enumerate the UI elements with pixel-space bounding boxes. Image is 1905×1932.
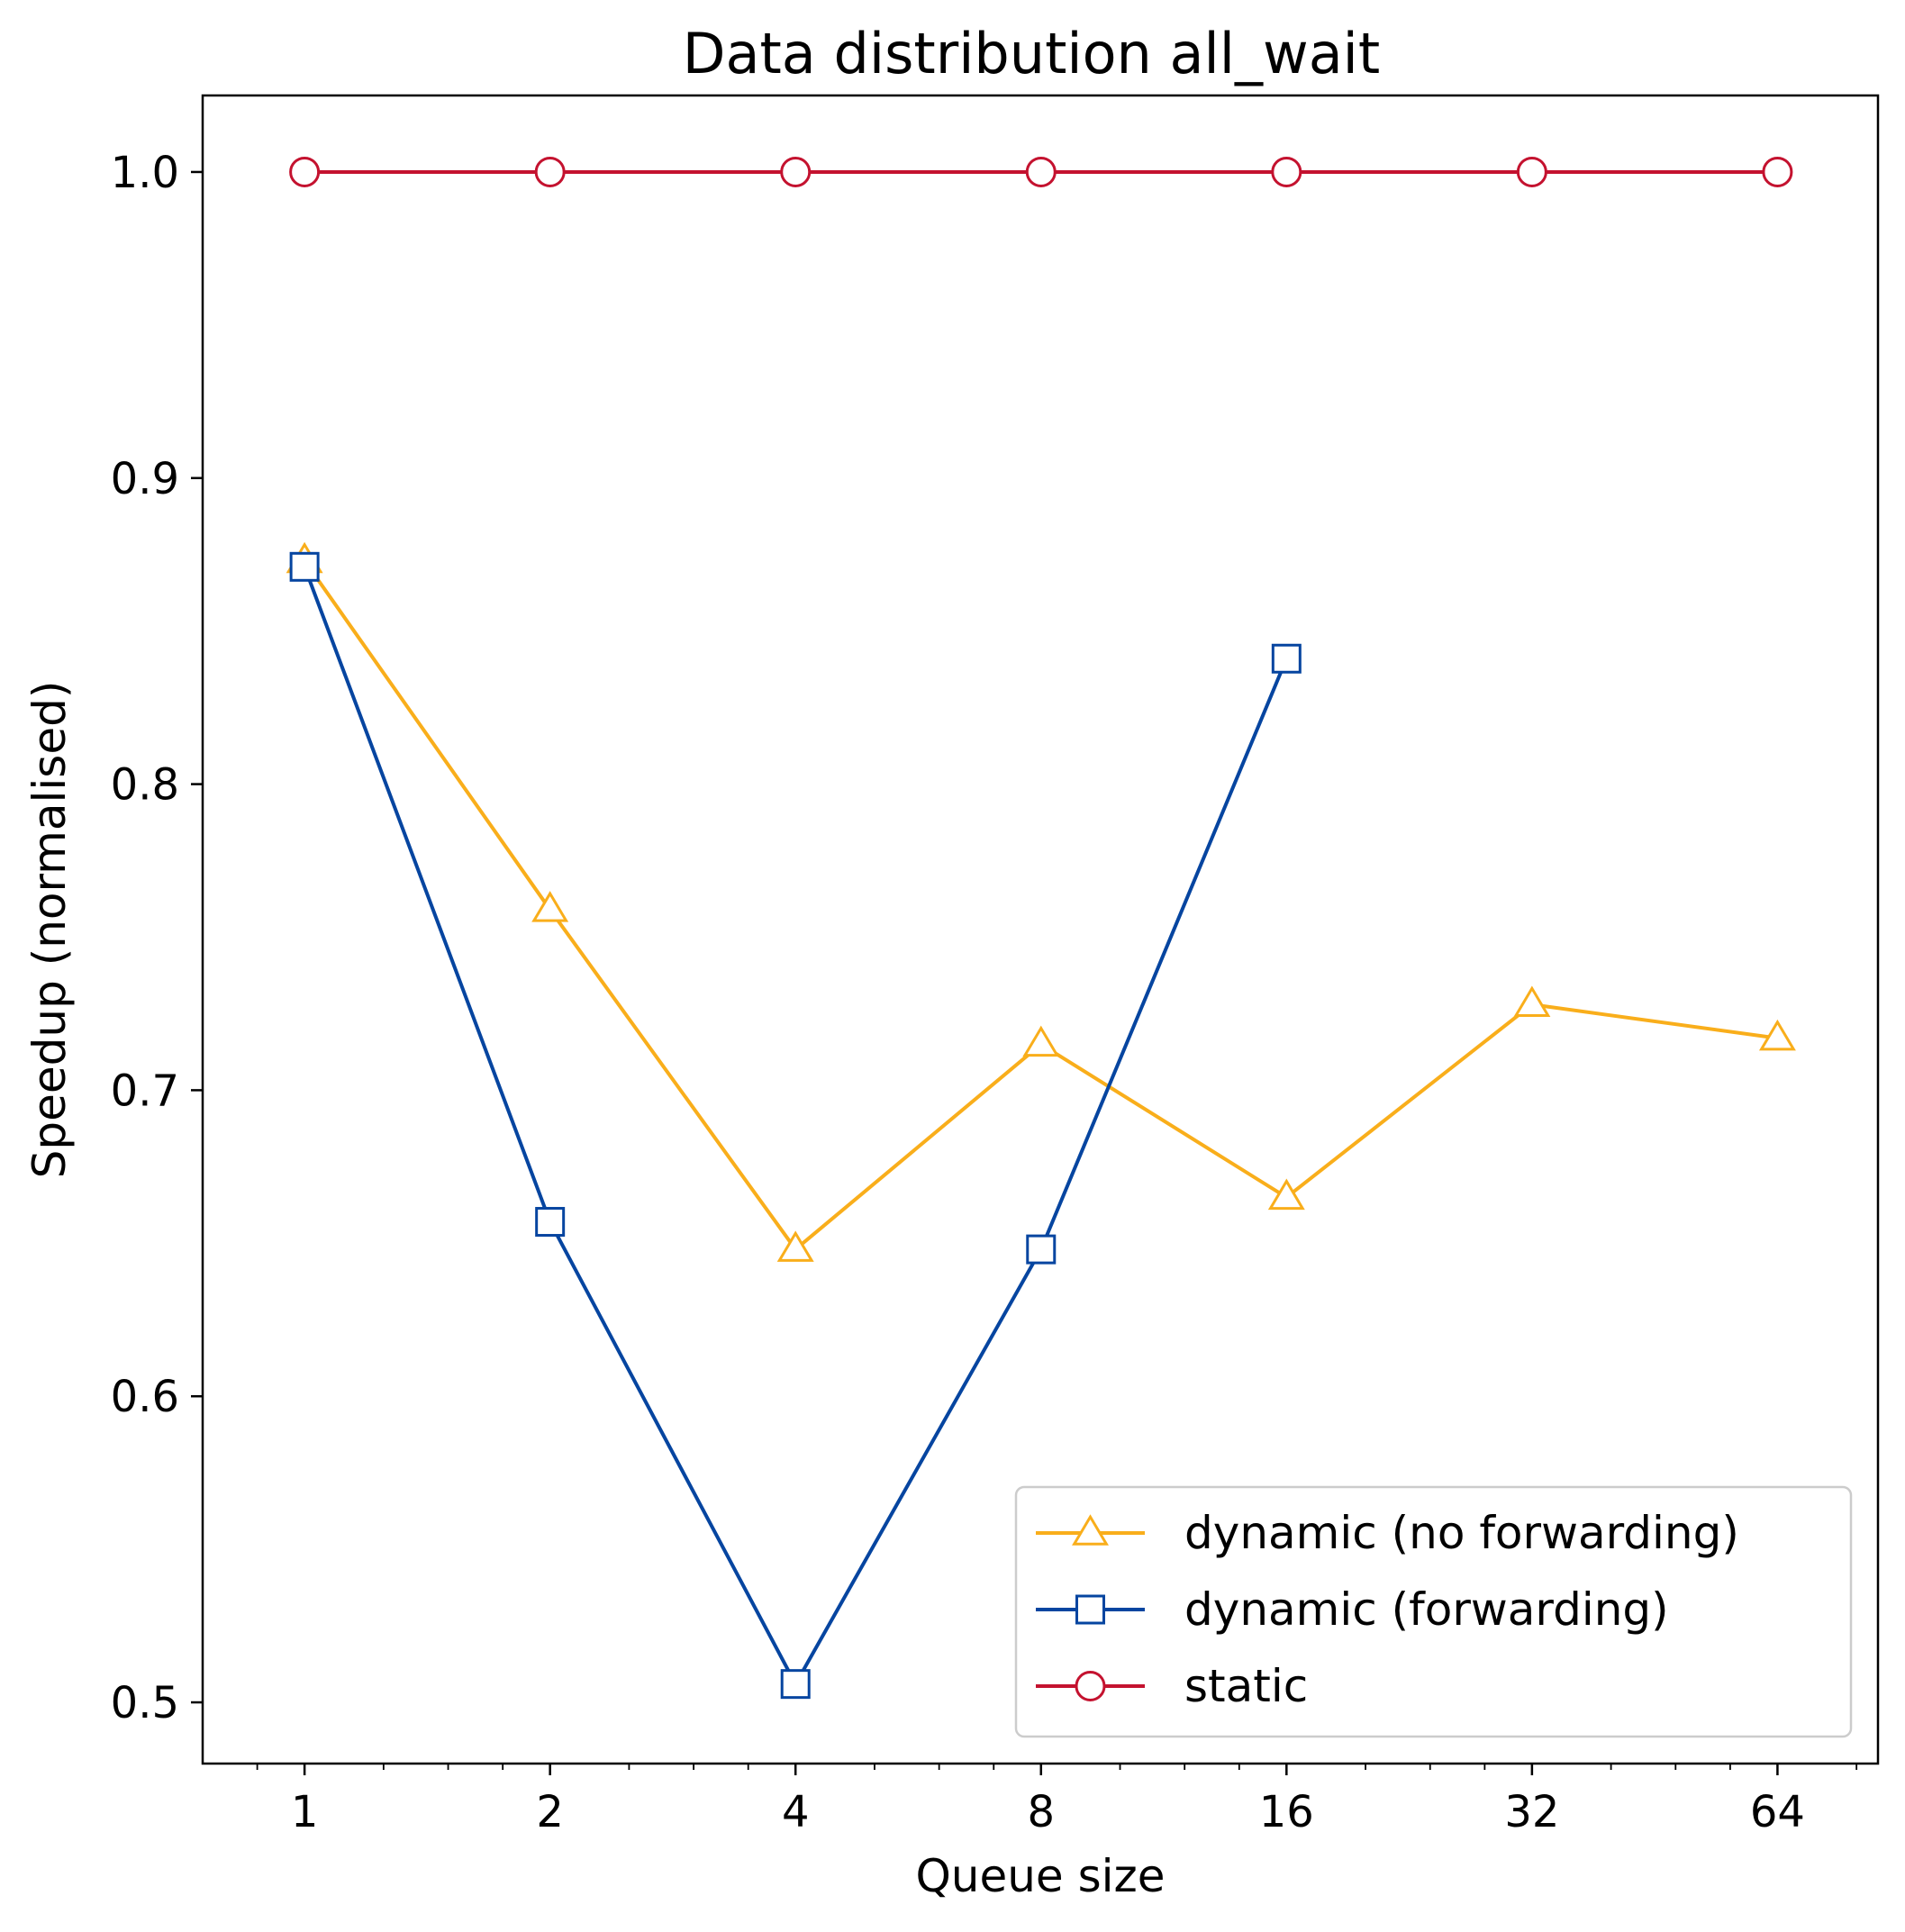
x-tick-label: 16 — [1259, 1787, 1314, 1837]
data-point — [1758, 1019, 1796, 1051]
y-axis: 0.5 0.6 0.7 0.8 0.9 1.0 — [111, 148, 203, 1728]
y-tick-label: 0.9 — [111, 454, 179, 504]
x-axis: 1 2 4 8 16 32 64 — [256, 1764, 1858, 1837]
legend-label: dynamic (forwarding) — [1184, 1583, 1669, 1636]
y-tick-label: 0.6 — [111, 1372, 179, 1422]
y-tick-label: 0.5 — [111, 1678, 179, 1728]
series-0 — [286, 541, 1796, 1262]
data-point — [1271, 643, 1302, 674]
legend-box — [1014, 1485, 1853, 1738]
chart-title: Data distribution all_wait — [683, 21, 1380, 86]
data-point — [1025, 156, 1057, 187]
x-tick-label: 8 — [1027, 1787, 1055, 1837]
data-point — [1267, 1178, 1305, 1211]
y-tick-label: 0.7 — [111, 1066, 179, 1116]
data-point — [1513, 985, 1551, 1017]
plot-area — [286, 156, 1796, 1700]
data-point — [289, 156, 321, 187]
data-point — [531, 891, 569, 922]
data-point — [535, 1207, 566, 1238]
x-tick-label: 64 — [1750, 1787, 1805, 1837]
y-tick-label: 0.8 — [111, 760, 179, 811]
legend-label: dynamic (no forwarding) — [1184, 1507, 1739, 1559]
data-point — [780, 156, 812, 187]
series-1 — [289, 551, 1302, 1700]
data-point — [780, 1669, 811, 1700]
data-point — [1022, 1025, 1060, 1057]
data-point — [776, 1230, 814, 1262]
legend-marker — [1075, 1671, 1106, 1701]
x-tick-label: 2 — [536, 1787, 564, 1837]
data-point — [289, 551, 320, 582]
x-tick-label: 1 — [291, 1787, 319, 1837]
legend-marker — [1072, 1514, 1109, 1546]
data-point — [1762, 156, 1793, 187]
x-tick-label: 4 — [782, 1787, 810, 1837]
y-axis-label: Speedup (normalised) — [23, 681, 76, 1179]
x-axis-label: Queue size — [915, 1850, 1165, 1902]
x-tick-label: 32 — [1504, 1787, 1559, 1837]
legend-marker — [1075, 1594, 1105, 1625]
data-point — [1516, 156, 1547, 187]
series-2 — [289, 156, 1793, 187]
legend: dynamic (no forwarding) dynamic (forwardi… — [1014, 1485, 1853, 1738]
legend-label: static — [1184, 1660, 1308, 1712]
data-point — [1271, 156, 1302, 187]
series-line — [303, 559, 1778, 1252]
data-point — [534, 156, 566, 187]
y-tick-label: 1.0 — [111, 148, 179, 198]
data-point — [1026, 1234, 1057, 1265]
